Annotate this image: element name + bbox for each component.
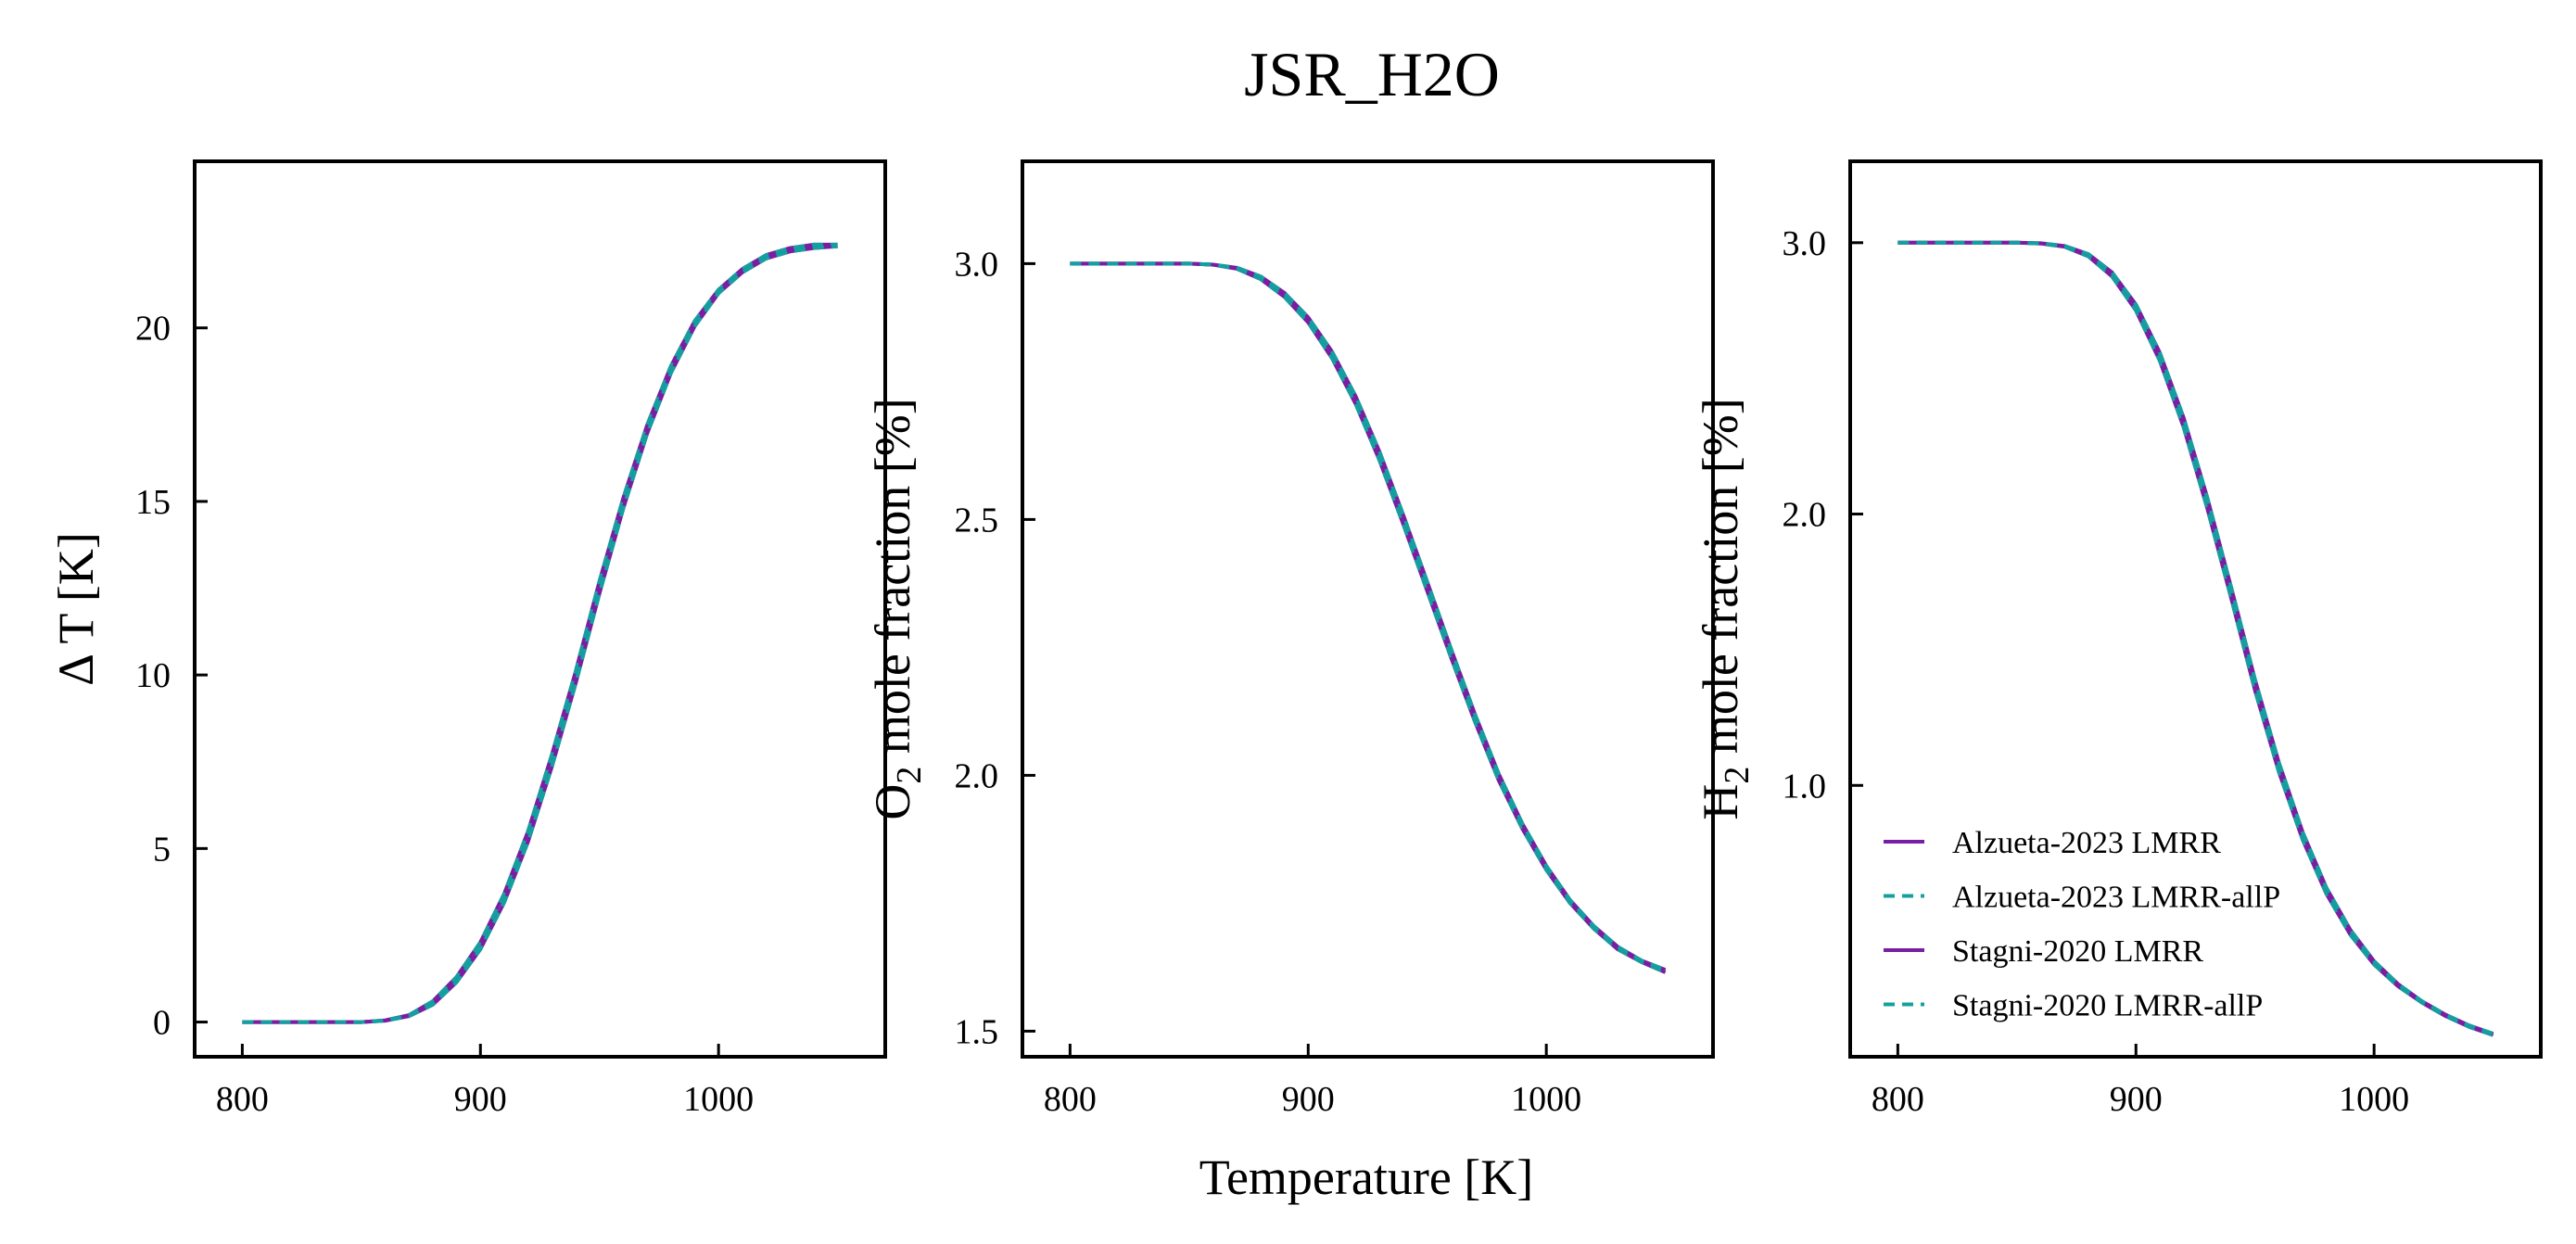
y-axis-label-subscript: 2 [1718,767,1757,784]
y-tick-label: 5 [153,830,171,869]
y-tick-label: 2.0 [955,756,999,795]
y-axis-label-rest: mole fraction [%] [865,398,920,766]
legend-label: Alzueta-2023 LMRR [1952,826,2221,860]
axes-frame [1848,159,2543,1059]
series-lines [1070,261,1667,974]
legend-label: Alzueta-2023 LMRR-allP [1952,881,2280,915]
x-tick-label: 800 [1872,1080,1924,1119]
axes-frame [193,159,887,1059]
y-axis-label: O2 mole fraction [%] [865,398,929,819]
y-tick-label: 15 [135,483,171,522]
y-tick-label: 2.5 [955,501,999,539]
x-tick-label: 800 [216,1080,269,1119]
x-axis-label: Temperature [K] [1199,1149,1534,1205]
x-tick-label: 800 [1044,1080,1097,1119]
figure-title: JSR_H2O [1244,39,1500,109]
y-axis-label-subscript: 2 [890,767,929,784]
y-axis-label: H2 mole fraction [%] [1693,398,1757,819]
legend: Alzueta-2023 LMRR Alzueta-2023 LMRR-allP S… [1884,826,2280,1023]
y-tick-label: 2.0 [1783,496,1827,535]
subplot-3: 800 900 1000 1.0 2.0 3.0 H2 mole fraction [%] [1693,159,2543,1119]
series-lines [242,242,838,1024]
y-axis-label: Δ T [K] [48,532,104,686]
y-tick-label: 3.0 [1783,224,1827,263]
legend-label: Stagni-2020 LMRR [1952,934,2203,969]
x-tick-label: 900 [454,1080,507,1119]
x-tick-label: 900 [2110,1080,2163,1119]
y-axis-label-rest: mole fraction [%] [1693,398,1748,766]
y-axis-label-main: Δ T [K] [48,532,104,686]
x-tick-label: 900 [1282,1080,1335,1119]
y-tick-label: 10 [135,656,171,695]
subplot-2: 800 900 1000 1.5 2.0 2.5 3.0 O2 mole fraction [… [865,159,1715,1119]
axes-frame [1021,159,1715,1059]
y-axis-label-main: H [1693,784,1748,820]
x-tick-label: 1000 [2339,1080,2409,1119]
y-tick-label: 1.5 [955,1012,999,1051]
series-line-stagni-2020-lmrr-allp [242,244,838,1024]
x-tick-label: 1000 [1511,1080,1581,1119]
y-tick-label: 0 [153,1004,171,1043]
y-tick-label: 1.0 [1783,767,1827,806]
y-tick-label: 20 [135,310,171,349]
series-line-stagni-2020-lmrr-allp [1070,261,1667,972]
subplots: 800 900 1000 0 5 10 15 20 Δ T [K] 800 900 1000 1.5 2.… [48,159,2543,1119]
y-tick-label: 3.0 [955,245,999,284]
legend-label: Stagni-2020 LMRR-allP [1952,989,2263,1023]
x-tick-label: 1000 [683,1080,754,1119]
series-line-stagni-2020-lmrr-allp [1897,240,2494,1035]
subplot-1: 800 900 1000 0 5 10 15 20 Δ T [K] [48,159,887,1119]
series-lines [1897,240,2494,1037]
y-axis-label-main: O [865,784,920,820]
